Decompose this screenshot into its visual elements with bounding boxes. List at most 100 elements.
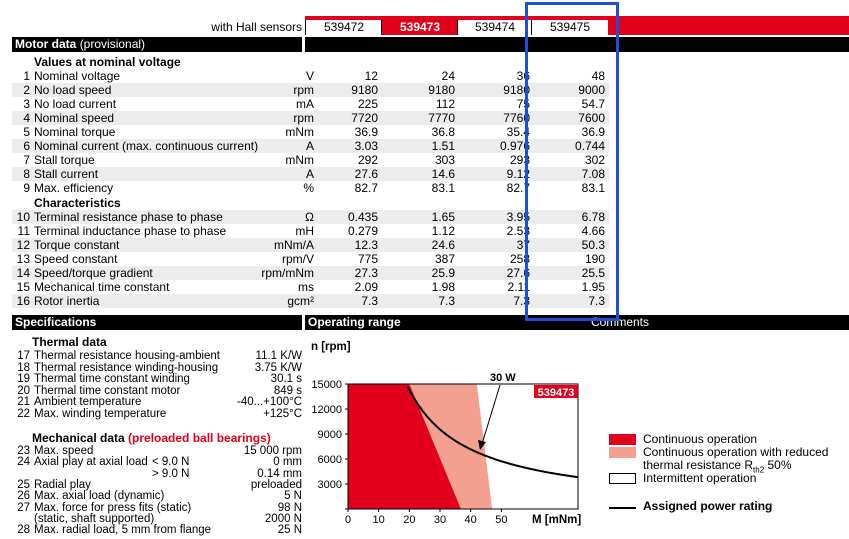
mechanical-value: 0 mm [273,456,302,469]
power-curve [406,386,579,479]
mechanical-title-red: (preloaded ball bearings) [128,431,271,445]
mechanical-label: Max. axial load (dynamic) [34,490,165,503]
mechanical-label: Axial play at axial load [34,456,148,469]
specifications-header: Specifications [12,315,302,330]
row-value: 303 [434,153,455,167]
legend-label: Continuous operation [643,433,757,446]
row-label: Mechanical time constant [34,280,170,294]
row-unit: mNm [285,125,314,139]
motor-data-row: 1 Nominal voltage V 12 24 36 48 [12,69,609,83]
row-unit: rpm [293,83,314,97]
thermal-value: 3.75 K/W [254,361,302,374]
row-value: 293 [509,153,530,167]
row-value: 1.12 [431,224,455,238]
motor-data-row: 7 Stall torque mNm 292 303 293 302 [12,153,609,167]
row-value: 387 [434,252,455,266]
row-unit: A [305,139,314,153]
row-value: 24 [441,69,455,83]
row-label: Nominal voltage [34,69,121,83]
row-value: 48 [591,69,605,83]
row-value: 27.6 [354,167,378,181]
variant-tab-0[interactable]: 539472 [305,20,382,35]
row-value: 24.6 [431,238,455,252]
x-tick-label: 50 [495,514,507,526]
specifications-title: Specifications [15,315,97,329]
row-value: 83.1 [581,181,605,195]
legend-power-line [609,507,636,509]
operating-range-header: Operating range Comments [305,315,849,330]
mechanical-value: 98 N [277,501,302,514]
row-value: 12 [364,69,378,83]
thermal-number: 19 [17,373,30,385]
mechanical-label: Max. speed [34,445,94,457]
motor-data-row: 16 Rotor inertia gcm² 7.3 7.3 7.3 7.3 [12,294,609,308]
row-number: 16 [16,294,30,308]
motor-data-row: 8 Stall current A 27.6 14.6 9.12 7.08 [12,167,609,181]
row-unit: ms [298,280,314,294]
row-number: 8 [23,167,30,181]
thermal-value: 849 s [273,384,302,397]
reduced-region [348,384,493,509]
y-tick-label: 9000 [318,429,342,441]
mechanical-n: 27 [17,501,30,514]
x-tick-label: 20 [403,514,415,526]
row-value: 7760 [503,111,530,125]
motor-data-row: 9 Max. efficiency% 82.7 83.1 82.7 83.1 [12,181,609,195]
row-value: 112 [435,97,455,111]
row-value: 7.3 [588,294,605,308]
row-unit: mNm [285,153,314,167]
motor-data-row: 14 Speed/torque gradient rpm/mNm 27.3 25.9 27… [12,266,609,280]
row-number: 4 [23,111,30,125]
row-number: 10 [16,210,30,224]
variant-tab-3[interactable]: 539475 [531,20,608,35]
x-tick-label: 30 [434,514,446,526]
legend-text: Continuous operation with reduced [643,445,829,459]
x-tick-label: 10 [373,514,385,526]
variant-tab-1[interactable]: 539473 [381,20,458,35]
motor-data-row: 11 Terminal inductance phase to phase mH 0.… [12,224,609,238]
mechanical-row: 23 Max. speed 15 000 rpm [12,445,302,457]
row-value: 4.66 [581,224,605,238]
row-value: 6.78 [581,210,605,224]
motor-data-row: 5 Nominal torque mNm 36.9 36.8 35.4 36.9 [12,125,609,139]
motor-data-header: Motor data (provisional) [12,37,302,52]
row-value: 25.9 [431,266,455,280]
thermal-value: 11.1 K/W [255,350,302,362]
mechanical-row: 25 Radial play preloaded [12,479,302,491]
motor-data-row: 10 Terminal resistance phase to phase Ω 0.4… [12,210,609,224]
legend-swatch [609,447,636,458]
variant-tab-2[interactable]: 539474 [457,20,532,35]
thermal-number: 17 [17,350,30,362]
row-value: 292 [357,153,378,167]
section-nominal: Values at nominal voltage [34,55,181,69]
motor-data-row: 3 No load current mA 225 112 75 54.7 [12,97,609,111]
mechanical-sub: < 9.0 N [152,456,190,469]
legend-subscript: th2 [753,465,765,475]
row-label: No load speed [34,83,112,97]
row-unit: mNm/A [274,238,314,252]
mechanical-n: 25 [17,478,30,491]
row-value: 14.6 [431,167,455,181]
thermal-value: +125°C [263,407,302,420]
legend-swatch [609,473,636,484]
row-unit: mA [296,97,314,111]
thermal-row: 20 Thermal time constant motor 849 s [12,385,302,397]
mechanical-n: 23 [17,445,30,457]
row-value: 7.08 [581,167,605,181]
thermal-row: 19 Thermal time constant winding 30.1 s [12,373,302,385]
mechanical-value: 0.14 mm [257,467,302,480]
motor-data-header-right [305,37,849,52]
thermal-value: -40...+100°C [236,396,302,408]
row-number: 2 [23,83,30,97]
mechanical-row: (static, shaft supported) 2000 N [12,513,302,525]
variant-badge-bg [534,385,578,398]
row-unit: rpm/V [281,252,314,266]
row-value: 3.03 [354,139,378,153]
row-label: Max. efficiency [34,181,114,195]
x-tick-label: 40 [465,514,477,526]
row-number: 9 [23,181,30,195]
row-label: Terminal inductance phase to phase [34,224,227,238]
mechanical-value: 25 N [277,524,302,537]
power-label: 30 W [490,372,516,384]
row-value: 9180 [503,83,530,97]
